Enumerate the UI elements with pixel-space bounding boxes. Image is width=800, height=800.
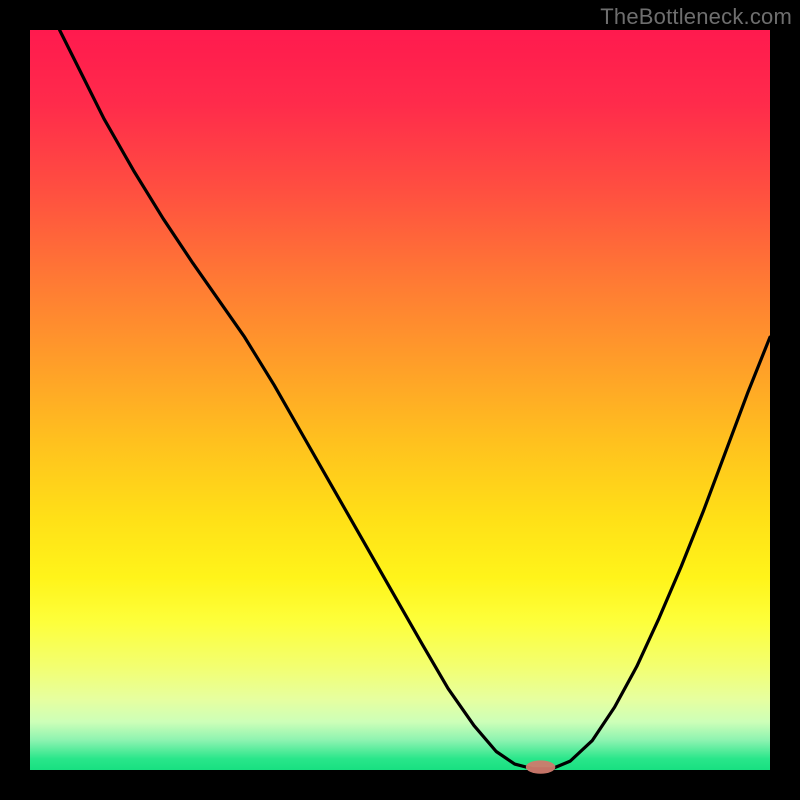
attribution-text: TheBottleneck.com [600,4,792,30]
bottleneck-chart: TheBottleneck.com [0,0,800,800]
optimal-marker [526,760,556,773]
plot-background [30,30,770,770]
chart-svg [0,0,800,800]
